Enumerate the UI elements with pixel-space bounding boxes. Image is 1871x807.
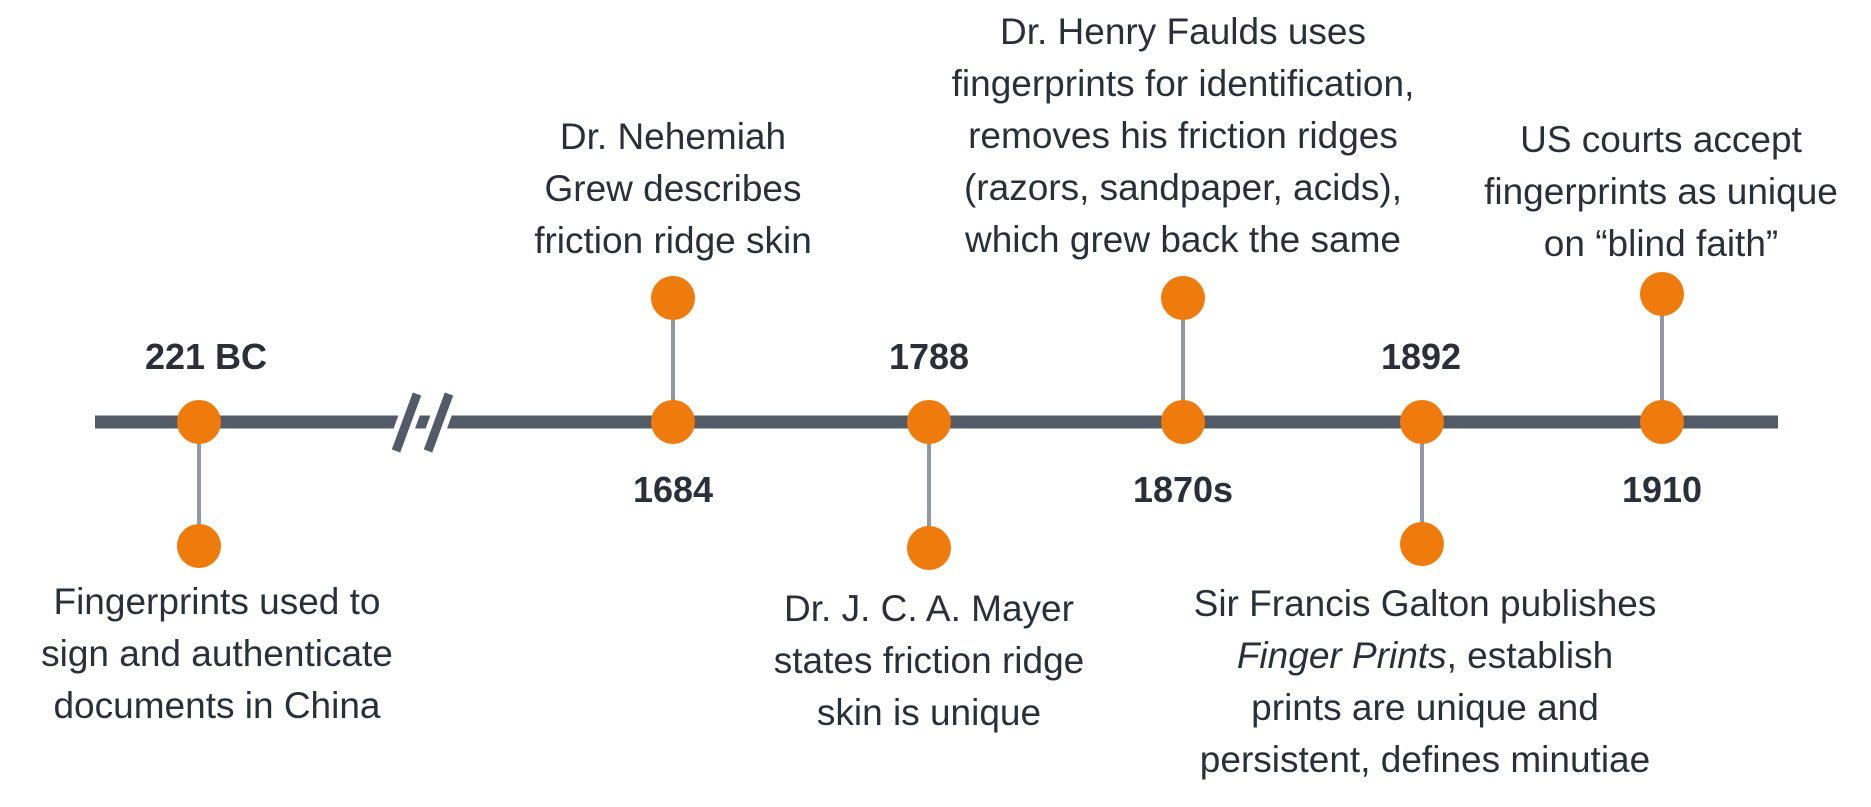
description-line: friction ridge skin — [534, 220, 812, 261]
description-line: Finger Prints, establish — [1194, 630, 1657, 682]
description-line: Fingerprints used to — [53, 581, 381, 622]
event-description-1788: Dr. J. C. A. Mayer states friction ridge… — [774, 583, 1085, 739]
description-line: persistent, defines minutiae — [1199, 739, 1651, 780]
event-year-1684: 1684 — [632, 469, 714, 510]
axis-marker-dot — [177, 400, 221, 444]
description-line: Dr. J. C. A. Mayer — [784, 588, 1074, 629]
axis-marker-dot — [1161, 400, 1205, 444]
description-line: Dr. Henry Faulds uses — [999, 11, 1367, 52]
event-description-1892: Sir Francis Galton publishes Finger Prin… — [1194, 578, 1657, 786]
stem-end-dot — [907, 526, 951, 570]
event-markers — [177, 272, 1684, 570]
description-line: prints are unique and — [1251, 687, 1599, 728]
description-line: on “blind faith” — [1543, 223, 1779, 264]
description-line: US courts accept — [1520, 119, 1802, 160]
event-description-1684: Dr. Nehemiah Grew describes friction rid… — [534, 111, 812, 267]
event-year-1870s: 1870s — [1132, 469, 1234, 510]
stem-end-dot — [1400, 522, 1444, 566]
description-line: (razors, sandpaper, acids), — [963, 167, 1403, 208]
description-line: fingerprints for identification, — [951, 63, 1415, 104]
event-year-221bc: 221 BC — [144, 336, 268, 377]
event-year-1910: 1910 — [1621, 469, 1703, 510]
axis-break-stroke — [423, 392, 454, 453]
stem-end-dot — [651, 276, 695, 320]
event-description-1870s: Dr. Henry Faulds uses fingerprints for i… — [952, 6, 1415, 266]
description-line: skin is unique — [816, 692, 1042, 733]
axis-marker-dot — [651, 400, 695, 444]
event-description-221bc: Fingerprints used to sign and authentica… — [41, 576, 393, 732]
stem-end-dot — [1640, 272, 1684, 316]
event-description-1910: US courts accept fingerprints as unique … — [1484, 114, 1838, 270]
description-line: sign and authenticate — [41, 633, 393, 674]
book-title: Finger Prints — [1236, 635, 1447, 676]
description-line: Dr. Nehemiah — [559, 116, 787, 157]
axis-marker-dot — [907, 400, 951, 444]
description-line: states friction ridge — [773, 640, 1085, 681]
stem-end-dot — [177, 524, 221, 568]
description-line: Sir Francis Galton publishes — [1193, 583, 1657, 624]
axis-break-stroke — [391, 392, 422, 453]
stem-end-dot — [1161, 276, 1205, 320]
axis-marker-dot — [1400, 400, 1444, 444]
description-line: which grew back the same — [965, 219, 1401, 260]
description-line: documents in China — [53, 685, 381, 726]
axis-break-mark — [386, 390, 459, 455]
axis-marker-dot — [1640, 400, 1684, 444]
description-line-fragment: , establish — [1446, 635, 1614, 676]
event-year-1788: 1788 — [888, 336, 970, 377]
description-line: Grew describes — [544, 168, 802, 209]
description-line: removes his friction ridges — [968, 115, 1398, 156]
event-year-1892: 1892 — [1380, 336, 1462, 377]
description-line: fingerprints as unique — [1484, 171, 1838, 212]
